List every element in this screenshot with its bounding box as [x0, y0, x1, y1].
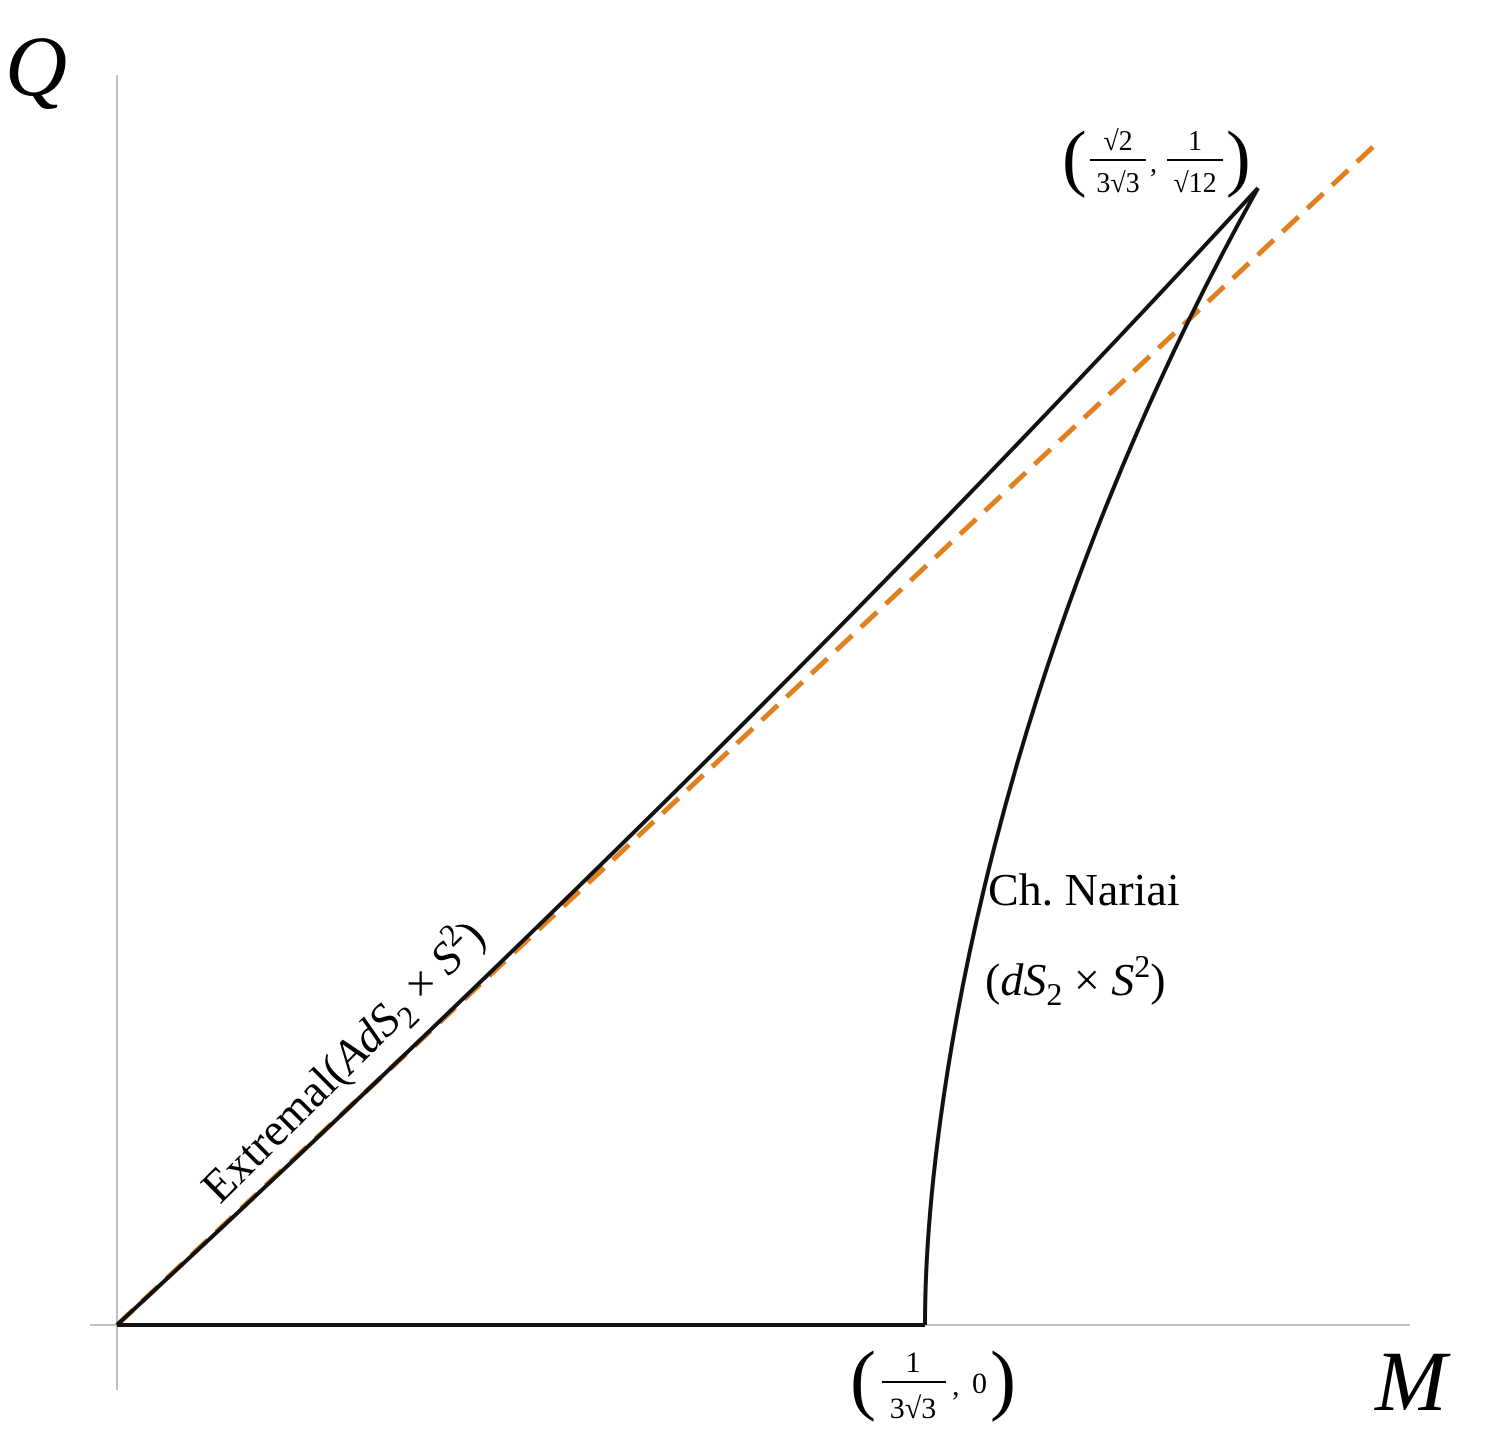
- fraction-num: 1: [906, 1346, 921, 1379]
- fraction-den: √12: [1173, 168, 1216, 199]
- label-part: ×: [1062, 954, 1111, 1005]
- fraction-num: √2: [1103, 126, 1132, 157]
- coord: 0: [972, 1367, 987, 1400]
- paren: (: [1062, 117, 1087, 199]
- label-part: 2: [1134, 948, 1150, 984]
- corner-label: ( √2 3√3 , 1 √12 ): [1062, 117, 1251, 199]
- nariai-label: Ch. Nariai: [988, 864, 1180, 915]
- fraction-num: 1: [1188, 126, 1202, 157]
- label-part: (: [985, 954, 1000, 1005]
- label-part: S: [1111, 954, 1134, 1005]
- paren: (: [850, 1335, 876, 1422]
- nariai-label-2: (dS2 × S2): [985, 948, 1166, 1012]
- paren: ): [1226, 117, 1251, 199]
- fraction-den: 3√3: [890, 1392, 936, 1425]
- extremal-label: Extremal(AdS2 × S2): [187, 905, 499, 1217]
- y-axis-label: Q: [5, 18, 67, 114]
- sep: ,: [1150, 148, 1157, 179]
- label-part: 2: [1046, 976, 1062, 1012]
- extremal-curve: [115, 186, 1260, 1327]
- nariai-end-label: ( 1 3√3 , 0 ): [850, 1335, 1016, 1425]
- sep: ,: [952, 1369, 960, 1402]
- label-part: dS: [1000, 954, 1046, 1005]
- x-axis-label: M: [1373, 1333, 1451, 1429]
- nariai-curve: [923, 187, 1260, 1326]
- fraction-den: 3√3: [1096, 168, 1139, 199]
- paren: ): [990, 1335, 1016, 1422]
- label-part: Extremal(: [191, 1046, 357, 1212]
- label-part: ): [1150, 954, 1165, 1005]
